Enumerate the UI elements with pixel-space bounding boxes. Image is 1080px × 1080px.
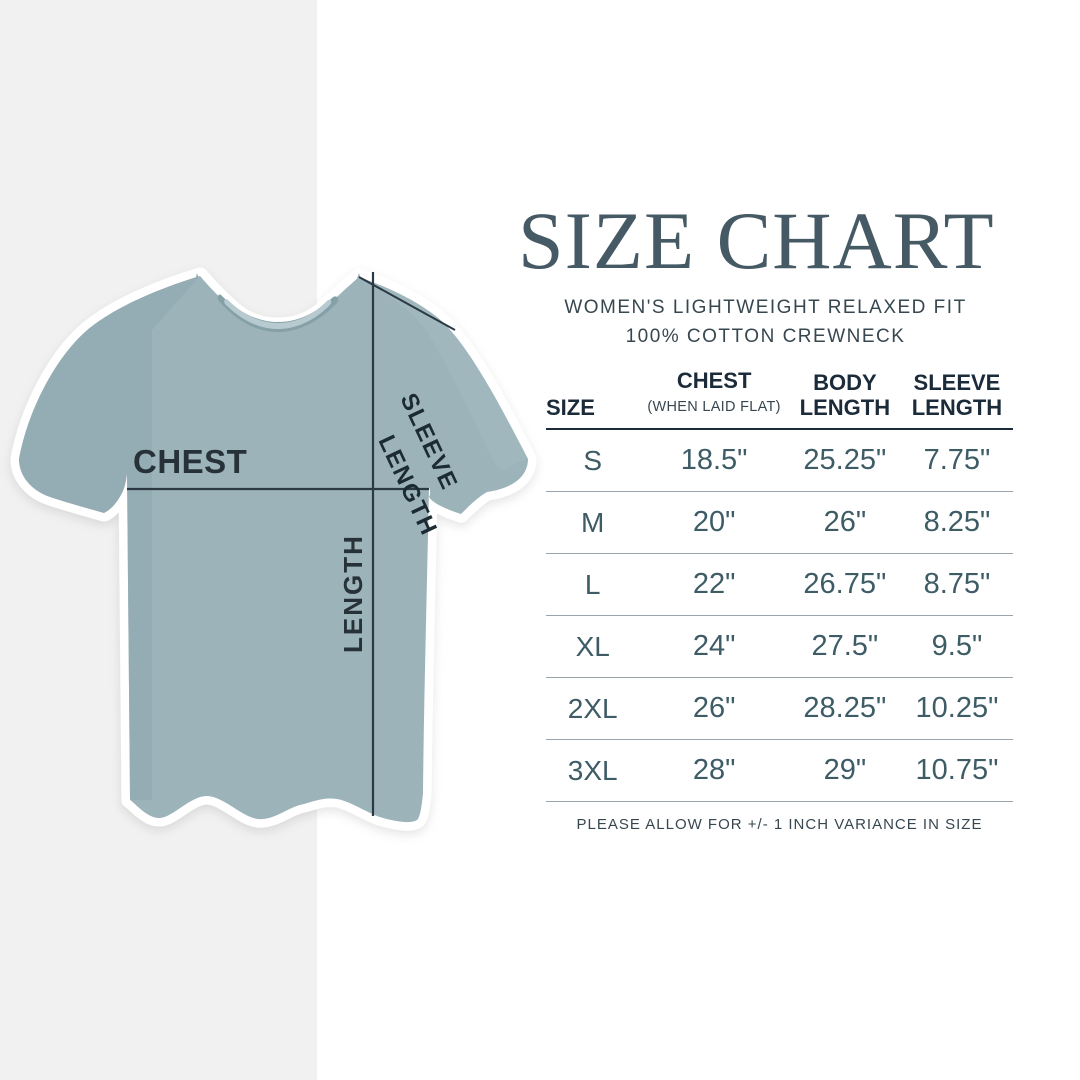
svg-text:LENGTH: LENGTH	[338, 534, 368, 653]
svg-text:CHEST: CHEST	[133, 443, 247, 480]
